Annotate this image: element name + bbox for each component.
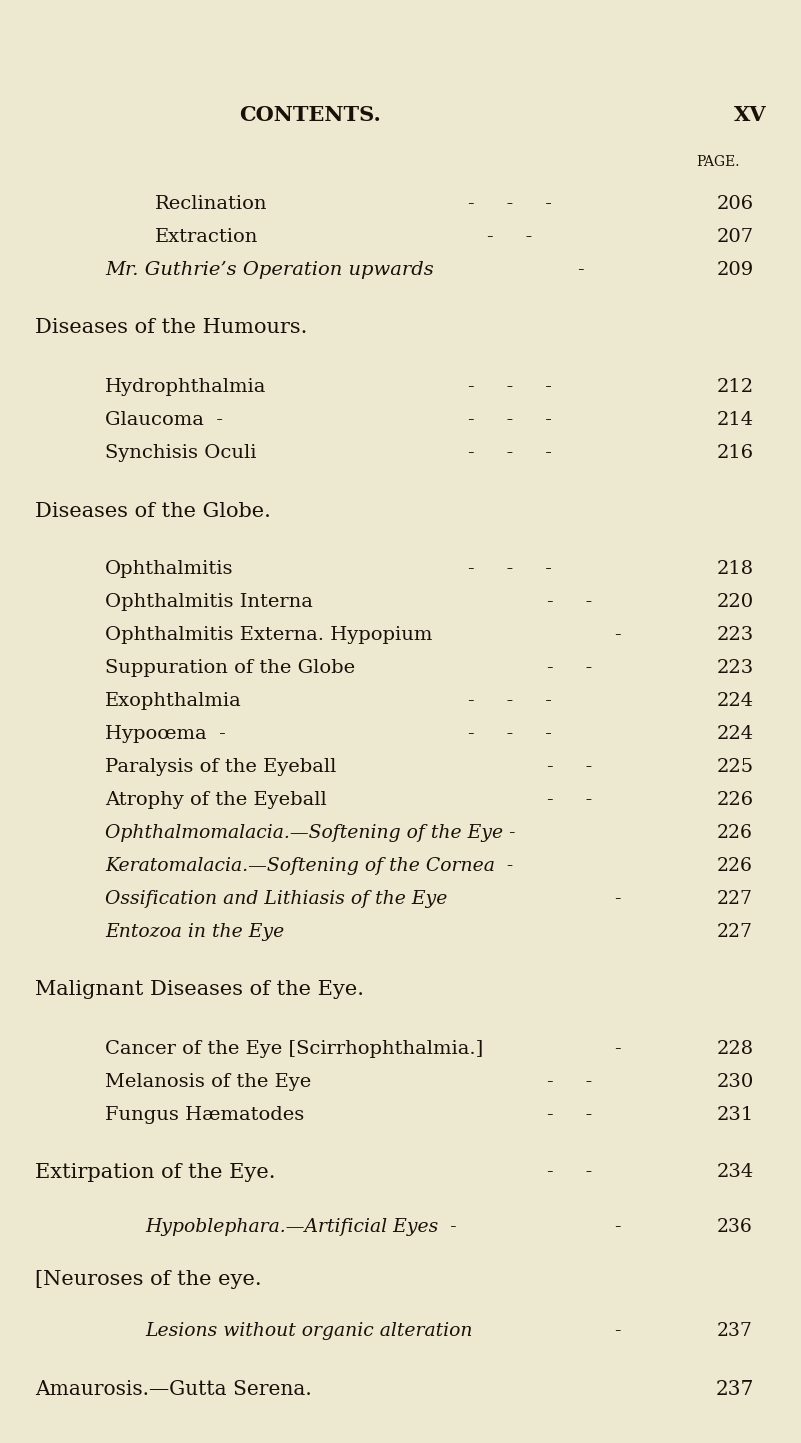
Text: 227: 227 [717,924,753,941]
Text: Atrophy of the Eyeball: Atrophy of the Eyeball [105,791,327,810]
Text: Glaucoma  -: Glaucoma - [105,411,223,429]
Text: Entozoa in the Eye: Entozoa in the Eye [105,924,284,941]
Text: -   -: - - [547,758,593,776]
Text: Ossification and Lithiasis of the Eye: Ossification and Lithiasis of the Eye [105,890,448,908]
Text: -   -   -: - - - [468,444,552,462]
Text: Diseases of the Globe.: Diseases of the Globe. [35,502,271,521]
Text: 227: 227 [717,890,753,908]
Text: -: - [614,626,620,644]
Text: Extirpation of the Eye.: Extirpation of the Eye. [35,1163,276,1182]
Text: -   -: - - [547,1105,593,1124]
Text: Diseases of the Humours.: Diseases of the Humours. [35,317,308,338]
Text: -   -   -: - - - [468,560,552,579]
Text: Extraction: Extraction [155,228,259,245]
Text: 234: 234 [716,1163,754,1180]
Text: Ophthalmitis Interna: Ophthalmitis Interna [105,593,313,610]
Text: Ophthalmomalacia.—Softening of the Eye -: Ophthalmomalacia.—Softening of the Eye - [105,824,516,843]
Text: Hypoblephara.—Artificial Eyes  -: Hypoblephara.—Artificial Eyes - [145,1218,457,1237]
Text: 226: 226 [717,857,753,874]
Text: 225: 225 [716,758,754,776]
Text: Cancer of the Eye [Scirrhophthalmia.]: Cancer of the Eye [Scirrhophthalmia.] [105,1040,483,1058]
Text: -: - [614,1040,620,1058]
Text: 224: 224 [716,724,754,743]
Text: Hypoœma  -: Hypoœma - [105,724,226,743]
Text: -   -   -: - - - [468,411,552,429]
Text: -   -   -: - - - [468,693,552,710]
Text: -   -   -: - - - [468,195,552,214]
Text: 223: 223 [716,659,754,677]
Text: Keratomalacia.—Softening of the Cornea  -: Keratomalacia.—Softening of the Cornea - [105,857,513,874]
Text: -   -: - - [547,1074,593,1091]
Text: Lesions without organic alteration: Lesions without organic alteration [145,1322,473,1341]
Text: CONTENTS.: CONTENTS. [239,105,381,126]
Text: 230: 230 [716,1074,754,1091]
Text: 228: 228 [716,1040,754,1058]
Text: PAGE.: PAGE. [697,154,740,169]
Text: XV: XV [734,105,767,126]
Text: Exophthalmia: Exophthalmia [105,693,242,710]
Text: -: - [614,1218,620,1237]
Text: 224: 224 [716,693,754,710]
Text: 218: 218 [716,560,754,579]
Text: Hydrophthalmia: Hydrophthalmia [105,378,267,395]
Text: -   -   -: - - - [468,378,552,395]
Text: Malignant Diseases of the Eye.: Malignant Diseases of the Eye. [35,980,364,999]
Text: Suppuration of the Globe: Suppuration of the Globe [105,659,355,677]
Text: 226: 226 [717,824,753,843]
Text: 237: 237 [717,1322,753,1341]
Text: Paralysis of the Eyeball: Paralysis of the Eyeball [105,758,336,776]
Text: 209: 209 [716,261,754,278]
Text: Ophthalmitis Externa. Hypopium: Ophthalmitis Externa. Hypopium [105,626,433,644]
Text: -   -   -: - - - [468,724,552,743]
Text: 237: 237 [716,1380,755,1400]
Text: Melanosis of the Eye: Melanosis of the Eye [105,1074,312,1091]
Text: 223: 223 [716,626,754,644]
Text: 216: 216 [716,444,754,462]
Text: 231: 231 [716,1105,754,1124]
Text: -: - [577,261,583,278]
Text: 212: 212 [716,378,754,395]
Text: 206: 206 [716,195,754,214]
Text: Ophthalmitis: Ophthalmitis [105,560,234,579]
Text: 226: 226 [716,791,754,810]
Text: 220: 220 [716,593,754,610]
Text: Reclination: Reclination [155,195,268,214]
Text: 214: 214 [716,411,754,429]
Text: -   -: - - [487,228,533,245]
Text: -   -: - - [547,593,593,610]
Text: -   -: - - [547,659,593,677]
Text: 207: 207 [716,228,754,245]
Text: [Neuroses of the eye.: [Neuroses of the eye. [35,1270,262,1289]
Text: Amaurosis.—Gutta Serena.: Amaurosis.—Gutta Serena. [35,1380,312,1400]
Text: -: - [614,890,620,908]
Text: -   -: - - [547,791,593,810]
Text: Synchisis Oculi: Synchisis Oculi [105,444,256,462]
Text: Fungus Hæmatodes: Fungus Hæmatodes [105,1105,304,1124]
Text: 236: 236 [717,1218,753,1237]
Text: -: - [614,1322,620,1341]
Text: -   -: - - [547,1163,593,1180]
Text: Mr. Guthrie’s Operation upwards: Mr. Guthrie’s Operation upwards [105,261,434,278]
